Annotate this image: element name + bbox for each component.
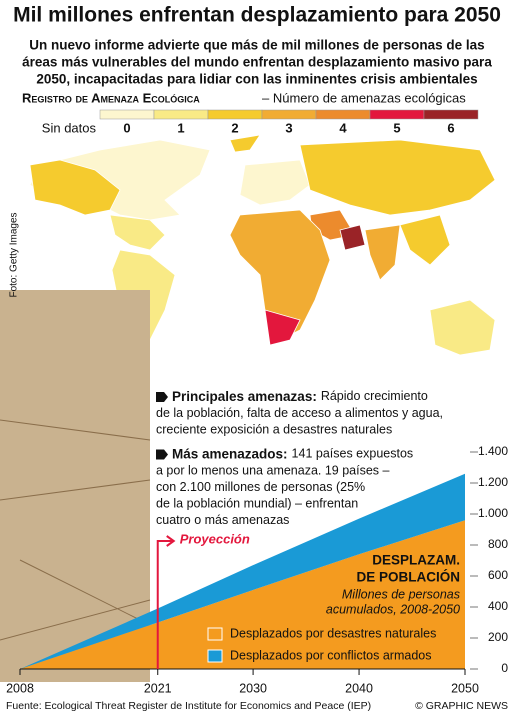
- note-text: cuatro o más amenazas: [156, 513, 289, 527]
- legend-label: 6: [447, 120, 454, 135]
- note-text: a por lo menos una amenaza. 19 países –: [156, 463, 390, 477]
- y-tick-label: 200: [488, 630, 508, 644]
- title: Mil millones enfrentan desplazamiento pa…: [13, 4, 501, 27]
- legend-label: 5: [393, 120, 400, 135]
- legend-swatch: [207, 649, 223, 663]
- projection-label: Proyección: [180, 531, 250, 546]
- x-tick-label: 2030: [239, 681, 267, 695]
- x-tick-label: 2008: [6, 681, 34, 695]
- map-legend-subtitle: – Número de amenazas ecológicas: [262, 90, 466, 105]
- world-map: [29, 134, 496, 387]
- legend-label: 4: [339, 120, 347, 135]
- legend-swatch: [99, 109, 155, 120]
- legend-swatch: [153, 109, 209, 120]
- bullet: [156, 392, 168, 402]
- area-chart: 2008 2021 2030 2040 2050 0 200 400 600 800 1.000 1.…: [6, 444, 508, 695]
- note-text: creciente exposición a desastres natural…: [156, 422, 392, 436]
- source: Fuente: Ecological Threat Register de In…: [6, 700, 371, 712]
- note: Principales amenazas: Rápido crecimiento: [172, 389, 428, 404]
- chart-subtitle: Millones de personas: [342, 587, 460, 601]
- note-text: Rápido crecimiento: [321, 389, 428, 403]
- subtitle: áreas más vulnerables del mundo enfrenta…: [22, 55, 492, 70]
- note: Más amenazados: 141 países expuestos: [172, 446, 413, 461]
- notes: Principales amenazas: Rápido crecimiento d…: [156, 389, 443, 527]
- area: [20, 473, 465, 669]
- y-tick-label: 400: [488, 599, 508, 613]
- note-text: 141 países expuestos: [292, 447, 414, 461]
- legend-label: Desplazados por conflictos armados: [230, 648, 432, 662]
- legend-swatch: [315, 109, 371, 120]
- y-tick-label: 600: [488, 568, 508, 582]
- legend-label: 1: [177, 120, 184, 135]
- photo: [0, 290, 150, 682]
- legend-label: Sin datos: [42, 120, 97, 135]
- y-tick-label: 1.000: [478, 506, 508, 520]
- note-head: Más amenazados:: [172, 446, 288, 461]
- note-head: Principales amenazas:: [172, 389, 317, 404]
- legend-label: 0: [123, 120, 130, 135]
- credit: © GRAPHIC NEWS: [415, 700, 508, 712]
- y-tick-label: 0: [501, 661, 508, 675]
- chart-title: de población: [356, 570, 460, 585]
- legend-label: Desplazados por desastres naturales: [230, 626, 436, 640]
- subtitle: 2050, incapacitadas para lidiar con las …: [36, 72, 477, 87]
- x-tick-label: 2040: [345, 681, 373, 695]
- chart-subtitle: acumulados, 2008-2050: [326, 602, 460, 616]
- legend-swatch: [261, 109, 317, 120]
- legend-swatch: [207, 109, 263, 120]
- note-text: de la población mundial) – enfrentan: [156, 496, 358, 510]
- photo-cracks: [0, 419, 151, 641]
- legend-label: 3: [285, 120, 292, 135]
- chart-title: Desplazam.: [372, 553, 460, 568]
- map-legend-title: Registro de Amenaza Ecológica: [22, 90, 200, 105]
- legend-swatch: [423, 109, 479, 120]
- note-text: con 2.100 millones de personas (25%: [156, 480, 365, 494]
- y-tick-label: 1.200: [478, 475, 508, 489]
- subtitle: Un nuevo informe advierte que más de mil…: [29, 38, 484, 53]
- note-text: de la población, falta de acceso a alime…: [156, 406, 443, 420]
- photo-credit: Foto: Getty Images: [9, 212, 20, 297]
- y-tick-label: 1.400: [478, 444, 508, 458]
- x-tick-label: 2021: [144, 681, 172, 695]
- legend-swatch: [369, 109, 425, 120]
- y-tick-label: 800: [488, 537, 508, 551]
- projection-arrow: [157, 535, 176, 547]
- area: [20, 520, 465, 669]
- map-legend: Sin datos 0 1 2 3 4 5 6: [42, 109, 479, 135]
- legend-swatch: [207, 627, 223, 641]
- x-tick-label: 2050: [451, 681, 479, 695]
- legend-label: 2: [231, 120, 238, 135]
- bullet: [156, 449, 168, 460]
